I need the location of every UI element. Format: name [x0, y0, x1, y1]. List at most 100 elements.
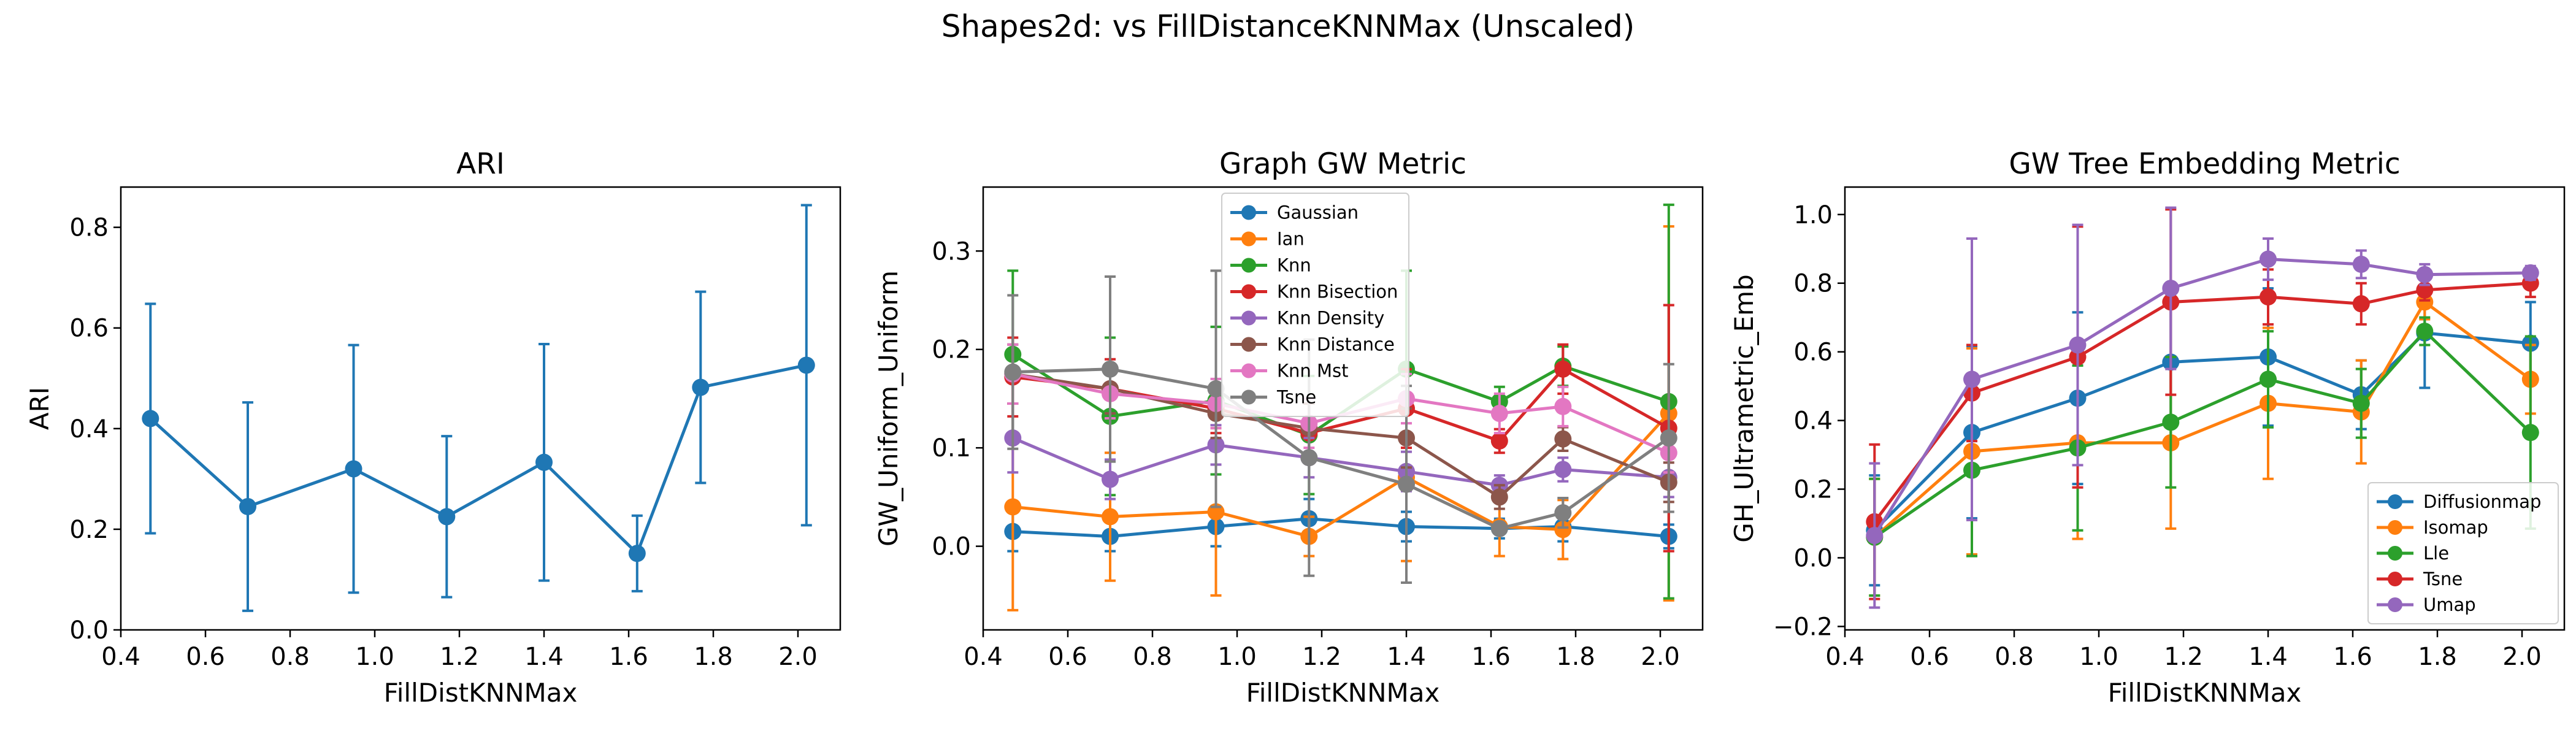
legend-label: Knn Bisection [1277, 282, 1398, 302]
series-line [149, 363, 807, 555]
x-tick-label: 1.8 [1556, 643, 1595, 671]
x-tick-label: 1.2 [440, 643, 479, 671]
legend-entry: Gaussian [1230, 202, 1359, 223]
figure-suptitle: Shapes2d: vs FillDistanceKNNMax (Unscale… [941, 9, 1635, 44]
legend-label: Tsne [2423, 569, 2463, 589]
data-point [1554, 397, 1572, 415]
legend-marker [1241, 284, 1256, 299]
legend-entry: Ian [1230, 229, 1305, 250]
legend-entry: Knn Density [1230, 308, 1384, 329]
x-tick-label: 1.6 [609, 643, 648, 671]
chart-title: ARI [456, 147, 505, 181]
data-point [797, 356, 815, 374]
legend-marker [1241, 231, 1256, 247]
y-tick-label: 1.0 [1793, 201, 1833, 229]
series-group [1004, 203, 1677, 611]
legend-entry: Tsne [2377, 569, 2463, 589]
legend-label: Knn Distance [1277, 334, 1395, 355]
x-tick-label: 0.6 [186, 643, 225, 671]
y-tick-label: 0.8 [69, 214, 109, 242]
x-tick-label: 2.0 [778, 643, 818, 671]
series-line [1012, 372, 1669, 499]
legend-label: Ian [1277, 229, 1305, 250]
data-point [1554, 360, 1572, 378]
data-point [2260, 288, 2277, 306]
legend-marker [2388, 572, 2402, 586]
chart-panel-3: GW Tree Embedding Metric 0.4 0.6 0.8 1.0 1.2 1… [1729, 147, 2566, 708]
y-tick-label: 0.2 [932, 336, 971, 364]
series-line [1013, 412, 1670, 539]
x-tick-label: 1.0 [355, 643, 394, 671]
x-tick-label: 1.8 [694, 643, 733, 671]
data-point [2416, 293, 2434, 311]
series-group [1866, 206, 2539, 609]
data-point [1963, 370, 1980, 388]
x-tick-label: 2.0 [2502, 643, 2542, 671]
y-tick-label: 0.3 [932, 237, 971, 266]
x-tick-label: 1.8 [2418, 643, 2457, 671]
legend: Diffusionmap Isomap Lle Tsne Umap [2367, 482, 2559, 624]
y-tick-label: 0.4 [69, 415, 109, 443]
series-line [1873, 282, 2531, 523]
x-tick-label: 1.0 [2079, 643, 2118, 671]
chart-title: GW Tree Embedding Metric [2009, 147, 2400, 181]
data-point [2260, 250, 2277, 268]
x-tick-label: 1.2 [2164, 643, 2203, 671]
legend-box [1221, 193, 1409, 417]
y-tick-label: −0.2 [1773, 613, 1833, 641]
data-point [2162, 413, 2180, 431]
data-point [345, 460, 362, 478]
data-point [2416, 266, 2434, 283]
series-line [1013, 367, 1670, 531]
legend-marker [1241, 258, 1256, 273]
data-point [2352, 394, 2370, 412]
x-axis-label: FillDistKNNMax [1246, 678, 1440, 708]
data-point [1102, 470, 1119, 488]
legend-entry: Knn Mst [1230, 361, 1349, 381]
data-point [2352, 295, 2370, 313]
data-point [1398, 475, 1415, 493]
legend-entry: Knn Bisection [1230, 282, 1398, 302]
legend-label: Gaussian [1277, 202, 1359, 223]
series-1 [142, 204, 815, 612]
legend-marker [1241, 337, 1256, 352]
data-point [1102, 360, 1119, 378]
series-line [1873, 258, 2531, 537]
legend-entry: Knn Distance [1230, 334, 1395, 355]
y-tick-label: 0.4 [1793, 407, 1833, 435]
data-point [2352, 255, 2370, 273]
data-point [1490, 405, 1508, 423]
legend-label: Knn Density [1277, 308, 1384, 329]
chart-title: Graph GW Metric [1219, 147, 1466, 181]
data-point [2416, 323, 2434, 340]
legend-marker [2388, 520, 2402, 535]
y-axis-label: GH_Ultrametric_Emb [1729, 274, 1759, 542]
x-axis-label: FillDistKNNMax [2108, 678, 2302, 708]
series-umap [1866, 206, 2539, 609]
x-tick-label: 1.6 [1471, 643, 1511, 671]
legend-label: Isomap [2423, 517, 2488, 538]
legend-label: Umap [2423, 594, 2476, 615]
data-point [1554, 461, 1572, 478]
y-tick-label: 0.2 [1793, 476, 1833, 504]
x-tick-label: 0.8 [1133, 643, 1172, 671]
x-tick-label: 0.4 [964, 643, 1003, 671]
y-tick-label: 0.2 [69, 516, 109, 544]
legend-label: Knn Mst [1277, 361, 1349, 381]
y-axis-label: GW_Uniform_Uniform [873, 270, 903, 546]
y-tick-label: 0.0 [932, 533, 971, 561]
series-line [1012, 436, 1669, 487]
y-tick-label: 0.6 [69, 315, 109, 343]
data-point [1660, 429, 1677, 447]
data-point [628, 545, 646, 562]
legend-label: Diffusionmap [2423, 491, 2541, 512]
x-tick-label: 1.4 [2248, 643, 2288, 671]
y-axis-label: ARI [25, 387, 55, 430]
chart-panel-1: ARI 0.4 0.6 0.8 1.0 1.2 1.4 1.6 1.8 2.0 0.0 0.2 0.4 0… [25, 147, 841, 708]
data-point [692, 378, 710, 396]
x-tick-label: 1.4 [524, 643, 564, 671]
legend: Gaussian Ian Knn Knn Bisection Knn Density Kn… [1221, 193, 1409, 417]
data-point [1207, 380, 1225, 397]
series-group [142, 204, 815, 612]
